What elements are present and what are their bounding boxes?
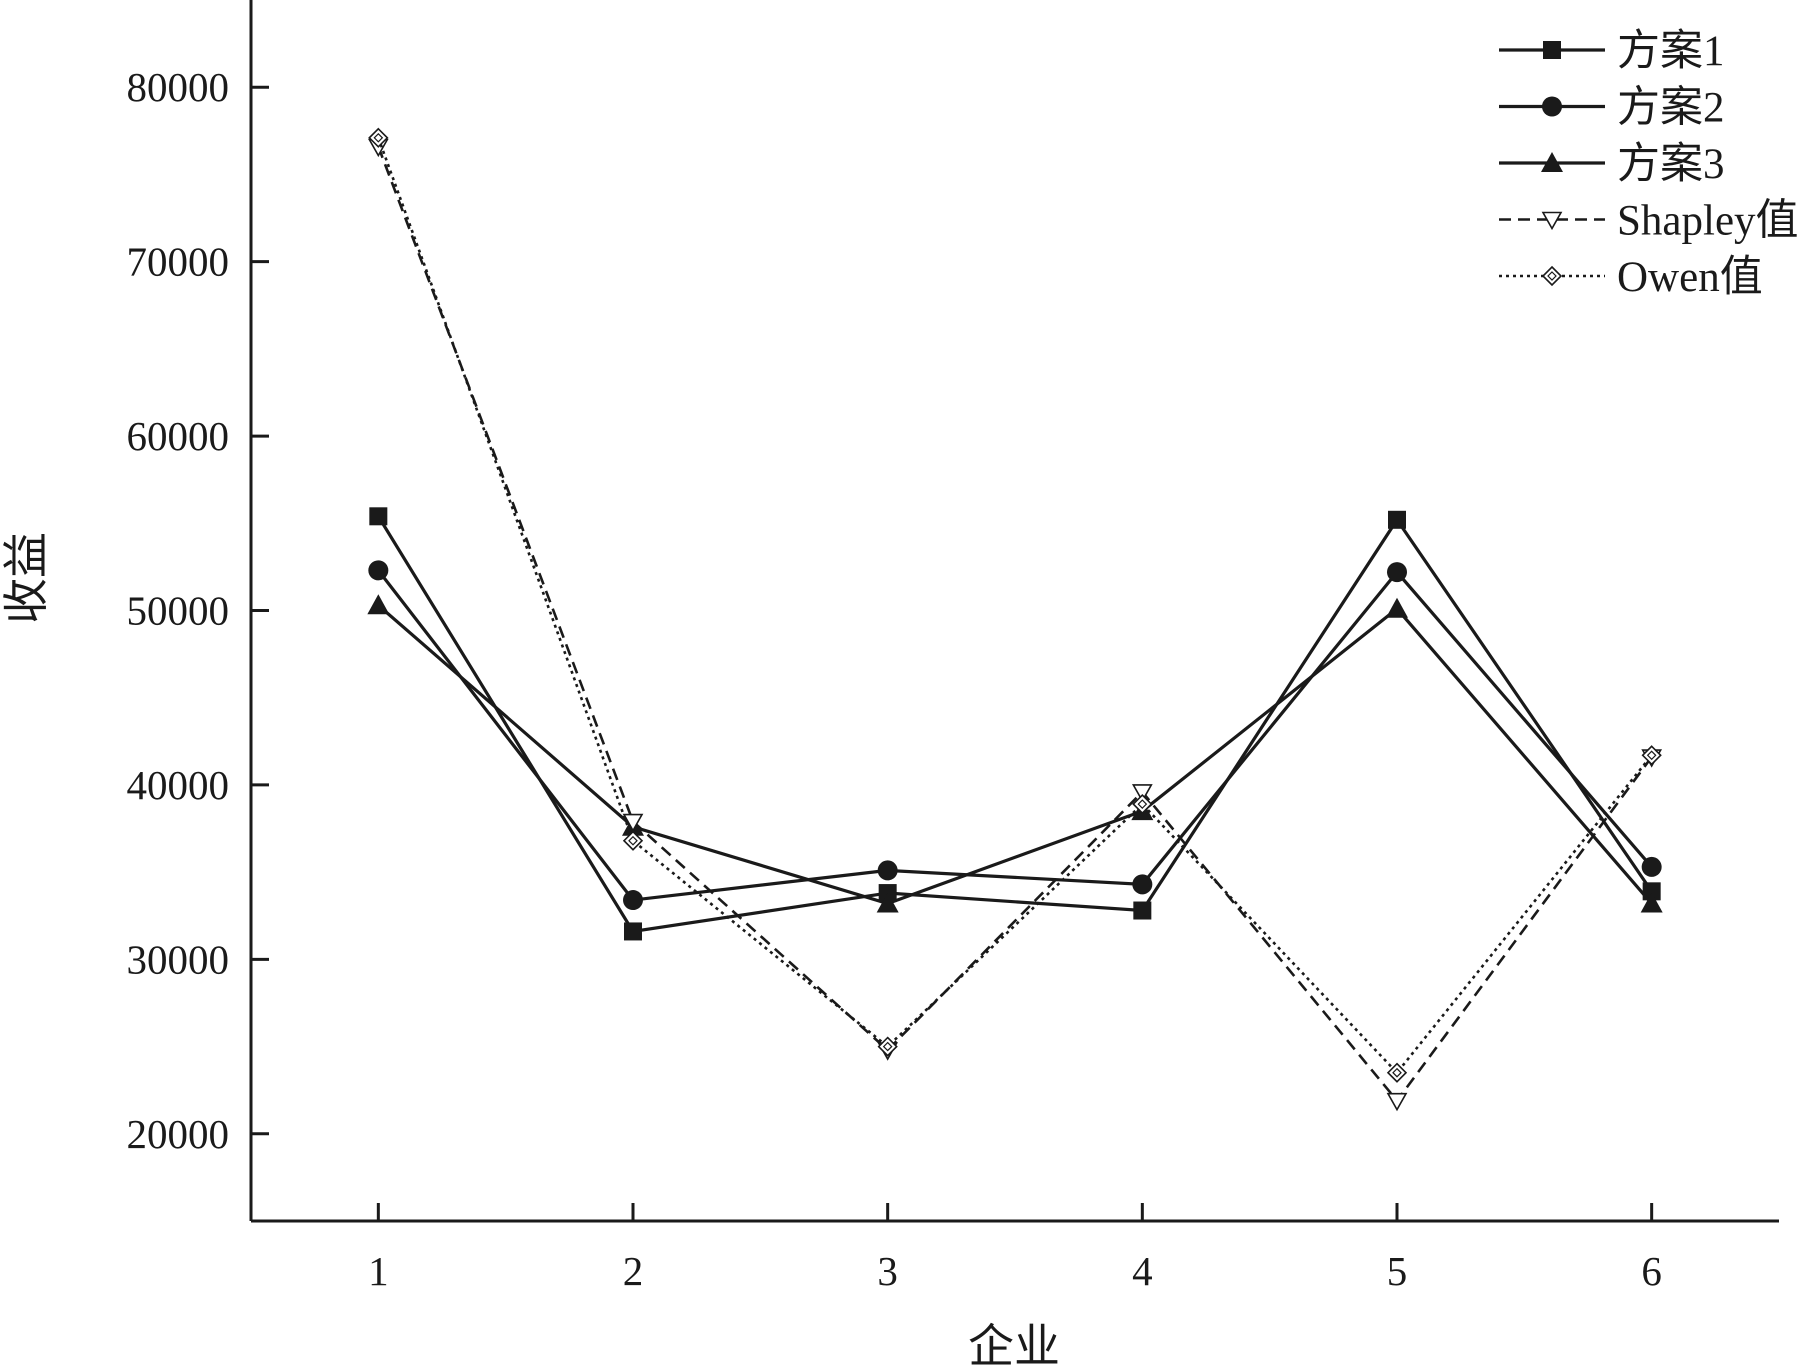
series-5-point-inner [882, 1041, 893, 1052]
series-5-point-inner [1392, 1067, 1402, 1078]
series-3 [367, 594, 1663, 913]
legend-label: 方案2 [1617, 84, 1725, 132]
y-tick-label: 70000 [127, 239, 230, 285]
legend-entry: 方案3 [1499, 140, 1725, 188]
series-2-point [1132, 874, 1153, 895]
legend-marker [1541, 152, 1563, 172]
y-tick-label: 20000 [127, 1111, 230, 1157]
series-4-point [622, 813, 644, 833]
x-tick-label: 6 [1641, 1248, 1662, 1294]
series-5-line [377, 137, 1653, 1075]
series-1-point [1388, 510, 1406, 529]
axes: 20000 30000 40000 50000 60000 70000 80000 1 2 3 4 5… [127, 0, 1779, 1294]
y-tick-label: 60000 [127, 413, 230, 459]
series-1-point [624, 922, 642, 941]
x-tick-label: 1 [368, 1248, 389, 1294]
x-axis-label: 企业 [968, 1321, 1060, 1369]
series-5 [368, 127, 1662, 1083]
series-3-point [876, 892, 899, 913]
series-4-point [1386, 1092, 1408, 1112]
legend-entry: 方案2 [1499, 84, 1725, 132]
series-3-point [367, 594, 390, 615]
series-3-point [1386, 597, 1408, 618]
legend-marker-inner [1547, 271, 1557, 281]
legend-label: Shapley值 [1617, 198, 1799, 245]
series-4-point [1131, 784, 1153, 803]
series-2-point [623, 890, 643, 911]
series-5-point-inner [1646, 750, 1657, 761]
legend-entry: Shapley值 [1499, 198, 1799, 245]
y-tick-label: 80000 [127, 64, 230, 110]
legend-entry: Owen值 [1499, 254, 1763, 301]
legend-marker [1542, 96, 1562, 117]
y-tick-label: 40000 [127, 762, 230, 808]
series-1 [369, 507, 1661, 941]
series-1-point [1133, 901, 1152, 920]
series-2-point [368, 560, 389, 581]
series-group [367, 127, 1663, 1112]
series-3-line [377, 604, 1653, 906]
legend-label: 方案1 [1617, 27, 1725, 75]
legend: 方案1 方案2 方案3 Shapley值 Owen值 [1499, 27, 1799, 301]
series-1-point [369, 507, 388, 526]
legend-marker [1543, 41, 1561, 59]
legend-label: 方案3 [1617, 140, 1725, 188]
legend-label: Owen值 [1617, 254, 1763, 301]
y-axis-label: 收益 [1, 532, 52, 624]
legend-entry: 方案1 [1499, 27, 1725, 75]
series-1-point [1642, 882, 1661, 901]
x-tick-label: 4 [1132, 1248, 1153, 1294]
y-tick-label: 50000 [127, 588, 230, 634]
series-1-line [376, 515, 1653, 934]
y-tick-label: 30000 [127, 936, 230, 982]
series-5-point-inner [373, 132, 384, 143]
series-2 [368, 560, 1662, 911]
series-2-line [377, 569, 1653, 902]
x-tick-label: 5 [1387, 1248, 1408, 1294]
x-tick-label: 2 [623, 1248, 644, 1294]
legend-marker [1541, 211, 1563, 231]
series-5-point-inner [1137, 799, 1148, 809]
series-5-point-inner [628, 835, 638, 846]
x-tick-label: 3 [877, 1248, 898, 1294]
series-2-point [1387, 562, 1407, 583]
series-3-point [1640, 892, 1663, 913]
series-2-point [877, 860, 898, 881]
series-2-point [1641, 856, 1662, 877]
series-4-line [377, 146, 1653, 1103]
